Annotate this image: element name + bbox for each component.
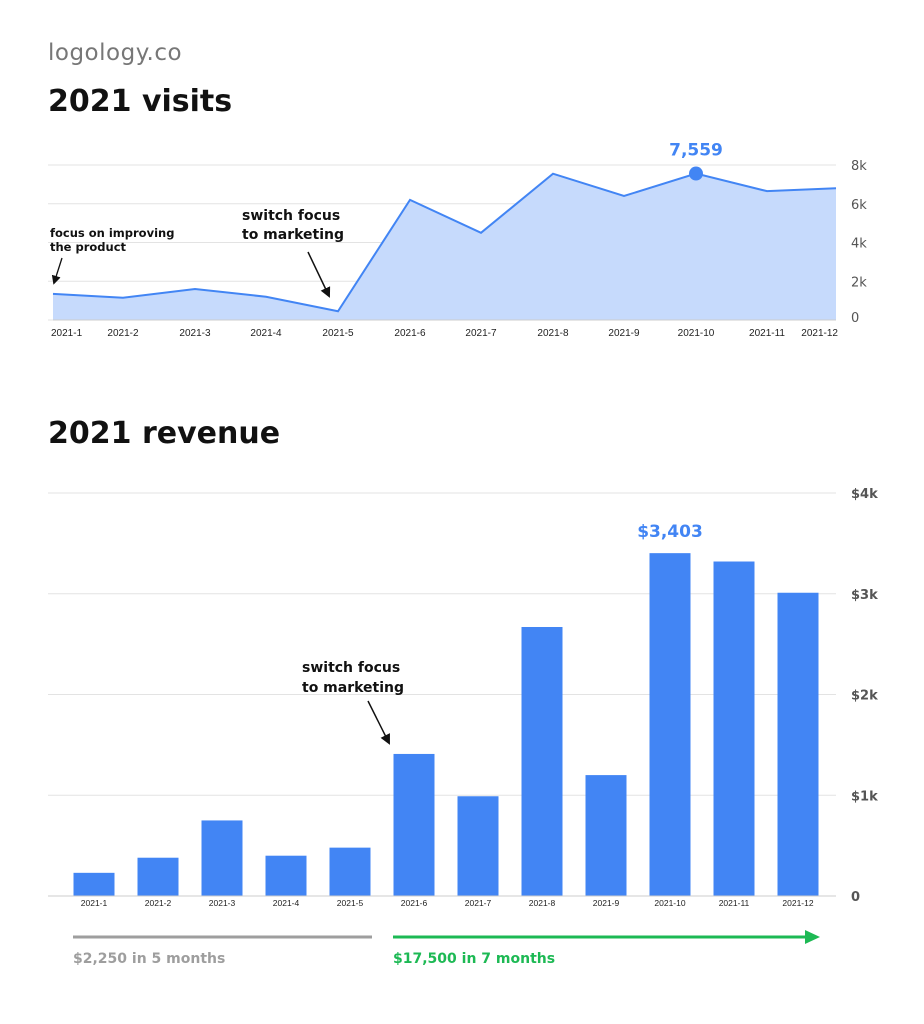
revenue-x-tick-label: 2021-12 [782, 898, 813, 908]
revenue-bar [713, 561, 755, 896]
summary-arrow-head-green [805, 930, 820, 944]
visits-x-tick-label: 2021-2 [107, 328, 139, 339]
visits-y-tick-label: 4k [851, 237, 867, 252]
visits-annotation-arrow [51, 257, 63, 285]
revenue-bar [73, 872, 115, 896]
revenue-x-tick-label: 2021-11 [719, 898, 750, 908]
revenue-bar [457, 796, 499, 896]
visits-annotation-text: switch focus [242, 208, 340, 224]
revenue-x-tick-label: 2021-3 [209, 898, 236, 908]
visits-y-tick-label: 8k [851, 159, 867, 174]
visits-x-tick-label: 2021-9 [608, 328, 640, 339]
revenue-bar [585, 775, 627, 896]
visits-y-tick-label: 6k [851, 198, 867, 213]
visits-x-tick-label: 2021-7 [465, 328, 497, 339]
revenue-x-tick-label: 2021-7 [465, 898, 492, 908]
revenue-y-tick-label: $4k [851, 487, 878, 502]
visits-annotation-text: focus on improving [50, 226, 174, 240]
visits-area-fill [53, 173, 836, 320]
revenue-annotation-text: to marketing [302, 680, 404, 696]
visits-peak-marker [689, 166, 703, 181]
visits-annotation-arrow [307, 251, 331, 298]
visits-x-tick-label: 2021-1 [51, 328, 83, 339]
revenue-bar [201, 820, 243, 896]
revenue-y-tick-label: $1k [851, 789, 878, 804]
visits-y-tick-label: 2k [851, 275, 867, 290]
visits-chart-title: 2021 visits [48, 84, 233, 119]
visits-x-tick-label: 2021-10 [678, 328, 715, 339]
visits-x-tick-label: 2021-4 [250, 328, 282, 339]
revenue-peak-label: $3,403 [637, 522, 703, 542]
revenue-bar [393, 753, 435, 896]
visits-x-tick-label: 2021-12 [801, 328, 838, 339]
revenue-x-tick-label: 2021-5 [337, 898, 364, 908]
revenue-bar [777, 592, 819, 896]
visits-series-line [52, 172, 837, 313]
summary-label-green: $17,500 in 7 months [393, 951, 555, 967]
revenue-x-tick-label: 2021-4 [273, 898, 300, 908]
visits-x-tick-label: 2021-5 [322, 328, 354, 339]
revenue-y-tick-label: 0 [851, 890, 860, 905]
brand-logo-text: logology.co [48, 40, 183, 66]
revenue-bar [649, 553, 691, 896]
revenue-x-tick-label: 2021-8 [529, 898, 556, 908]
visits-annotation-text: the product [50, 240, 127, 254]
revenue-x-tick-label: 2021-1 [81, 898, 108, 908]
revenue-chart-title: 2021 revenue [48, 416, 281, 451]
revenue-x-tick-label: 2021-10 [654, 898, 685, 908]
visits-x-tick-label: 2021-11 [749, 328, 785, 339]
visits-area-chart: 0 2k 4k 6k 8k 2021-1 2021-2 2021-3 2021-4 2021-5 2… [48, 141, 867, 339]
revenue-bar [137, 857, 179, 896]
revenue-annotation-text: switch focus [302, 660, 400, 676]
visits-x-tick-label: 2021-8 [537, 328, 569, 339]
visits-annotation-text: to marketing [242, 227, 344, 243]
summary-label-gray: $2,250 in 5 months [73, 951, 225, 967]
visits-peak-label: 7,559 [669, 141, 723, 161]
revenue-y-tick-label: $3k [851, 588, 878, 603]
visits-x-tick-label: 2021-3 [179, 328, 211, 339]
visits-y-tick-label: 0 [851, 311, 859, 326]
revenue-bar [265, 855, 307, 896]
revenue-x-tick-label: 2021-9 [593, 898, 620, 908]
revenue-x-tick-label: 2021-6 [401, 898, 428, 908]
revenue-bar [329, 847, 371, 896]
revenue-x-tick-label: 2021-2 [145, 898, 172, 908]
revenue-bar [521, 626, 563, 896]
visits-x-tick-label: 2021-6 [394, 328, 426, 339]
revenue-bar-chart: 0 $1k $2k $3k $4k 2021-1 2021-2 2021-3 2021-4 202… [48, 487, 878, 967]
revenue-annotation-arrow [367, 700, 390, 745]
revenue-y-tick-label: $2k [851, 689, 878, 704]
